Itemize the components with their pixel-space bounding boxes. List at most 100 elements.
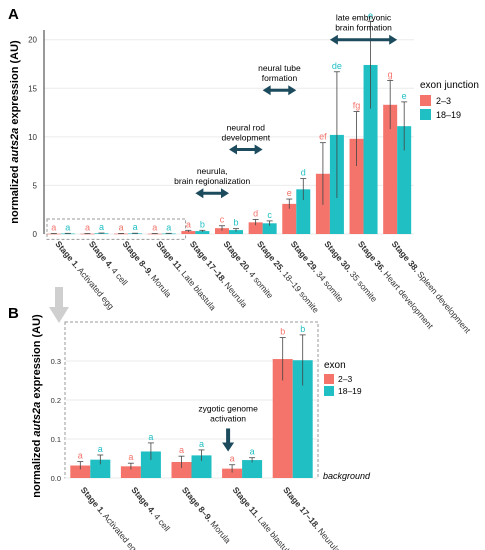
annotation-a-3-line-0: late embryonic bbox=[336, 13, 392, 23]
bar-a-s1-3 bbox=[161, 233, 176, 235]
dev-arrow-a-2-head-right bbox=[288, 85, 297, 96]
y-tick-label-b-1: 0.1 bbox=[51, 435, 61, 444]
sig-letter-a-s1-1: a bbox=[99, 222, 104, 232]
bar-a-s0-7 bbox=[282, 203, 297, 234]
sig-letter-b-s1-3: a bbox=[250, 447, 255, 457]
y-tick-label-b-3: 0.3 bbox=[51, 357, 61, 366]
dashed-box-a bbox=[46, 218, 187, 240]
annotation-a-1-line-0: neural rod bbox=[227, 122, 266, 132]
bar-b-s0-2 bbox=[171, 462, 192, 478]
annotation-a-0-line-1: brain regionalization bbox=[174, 176, 250, 186]
y-tick-label-b-0: 0.0 bbox=[51, 474, 61, 483]
sig-letter-a-s1-4: b bbox=[200, 219, 205, 229]
legend-title-b: exon bbox=[324, 360, 346, 371]
annotation-b-line-1: activation bbox=[210, 413, 246, 423]
legend-swatch-b-1 bbox=[324, 386, 334, 396]
sig-letter-a-s0-9: fg bbox=[353, 101, 361, 111]
dev-arrow-a-3-head-right bbox=[389, 34, 398, 45]
bar-a-s1-7 bbox=[296, 189, 311, 234]
annotation-a-0-line-0: neurula, bbox=[197, 166, 228, 176]
x-tick-label-a-4: Stage 17–18. Neurula bbox=[188, 239, 250, 310]
bar-b-s0-3 bbox=[222, 468, 243, 478]
y-tick-label-a-3: 15 bbox=[28, 84, 37, 93]
legend-label-a-0: 2–3 bbox=[436, 96, 451, 106]
sig-letter-a-s1-3: a bbox=[166, 222, 171, 232]
x-tick-label-a-3: Stage 11. Late blastula bbox=[154, 239, 218, 313]
bar-a-s0-5 bbox=[215, 228, 229, 234]
bar-a-s0-10 bbox=[383, 104, 398, 234]
legend-swatch-a-0 bbox=[420, 95, 431, 106]
bar-a-s0-2 bbox=[114, 233, 129, 235]
y-axis-label-a: normalized auts2a expression (AU) bbox=[9, 40, 21, 224]
bar-a-s0-1 bbox=[80, 233, 95, 235]
bar-a-s1-5 bbox=[229, 230, 243, 234]
sig-letter-a-s0-0: a bbox=[51, 223, 56, 233]
bar-b-s0-1 bbox=[120, 466, 141, 478]
sig-letter-a-s0-7: e bbox=[287, 188, 292, 198]
chart-b: 0.0 0.1 0.2 0.3 normalized auts2a expression… bbox=[31, 314, 371, 550]
down-arrow-head bbox=[49, 307, 69, 323]
bar-a-s1-4 bbox=[195, 231, 210, 234]
annotation-a-1-line-1: development bbox=[221, 132, 270, 142]
bar-a-s1-2 bbox=[128, 233, 143, 235]
sig-letter-a-s0-10: g bbox=[388, 70, 393, 80]
y-tick-label-a-1: 5 bbox=[33, 181, 38, 190]
y-tick-label-b-2: 0.2 bbox=[51, 396, 61, 405]
sig-letter-a-s1-5: b bbox=[233, 218, 238, 228]
y-axis-label-b: normalized auts2a expression (AU) bbox=[31, 314, 43, 498]
bar-b-s1-2 bbox=[191, 455, 212, 478]
y-tick-label-a-4: 20 bbox=[28, 36, 37, 45]
sig-letter-b-s1-2: a bbox=[199, 439, 204, 449]
legend-title-a: exon junction bbox=[420, 80, 479, 91]
legend-label-b-1: 18–19 bbox=[338, 386, 362, 396]
bar-a-s0-9 bbox=[349, 138, 364, 234]
bar-a-s1-10 bbox=[397, 126, 412, 234]
sig-letter-a-s0-5: c bbox=[220, 215, 225, 225]
panel-label-b: B bbox=[8, 305, 19, 322]
bar-b-s1-4 bbox=[292, 360, 313, 478]
bar-b-s1-1 bbox=[140, 451, 161, 478]
sig-letter-b-s0-1: a bbox=[128, 452, 133, 462]
dev-arrow-a-2-head-left bbox=[262, 85, 271, 96]
x-tick-label-b-2: Stage 8–9. Morula bbox=[180, 485, 233, 546]
annotation-a-3-line-1: brain formation bbox=[335, 23, 392, 33]
panel-label-a: A bbox=[8, 6, 19, 23]
sig-letter-a-s1-0: a bbox=[65, 222, 70, 232]
legend-label-b-0: 2–3 bbox=[338, 374, 352, 384]
sig-letter-b-s0-2: a bbox=[179, 445, 184, 455]
sig-letter-b-s1-4: b bbox=[300, 324, 305, 334]
dev-arrow-a-3-head-left bbox=[329, 34, 338, 45]
dev-arrow-a-1-head-left bbox=[229, 144, 237, 155]
zga-arrow-shaft bbox=[226, 428, 231, 445]
bar-b-s0-0 bbox=[70, 465, 91, 478]
bar-a-s0-4 bbox=[181, 231, 196, 234]
sig-letter-a-s1-8: de bbox=[332, 61, 342, 71]
x-tick-label-b-4: Stage 17–18. Neurula bbox=[281, 485, 343, 550]
sig-letter-a-s0-3: a bbox=[152, 223, 157, 233]
legend-swatch-b-0 bbox=[324, 374, 334, 384]
x-tick-label-a-6: Stage 25. 18–19 somite bbox=[255, 239, 321, 315]
sig-letter-b-s0-4: b bbox=[280, 327, 285, 337]
sig-letter-a-s1-2: a bbox=[133, 222, 138, 232]
annotation-a-2-line-0: neural tube bbox=[258, 63, 301, 73]
bar-b-s1-3 bbox=[242, 460, 263, 478]
zga-arrow-head bbox=[222, 442, 235, 452]
bar-a-s1-9 bbox=[363, 64, 378, 234]
sig-letter-a-s0-2: a bbox=[119, 222, 124, 232]
bar-a-s0-6 bbox=[248, 222, 263, 234]
sig-letter-b-s1-1: a bbox=[148, 432, 153, 442]
sig-letter-a-s1-10: e bbox=[402, 91, 407, 101]
bar-a-s0-3 bbox=[147, 233, 162, 235]
sig-letter-b-s0-0: a bbox=[78, 451, 83, 461]
sig-letter-a-s0-1: a bbox=[85, 223, 90, 233]
sig-letter-a-s1-7: d bbox=[301, 168, 306, 178]
sig-letter-a-s1-9: e bbox=[368, 10, 373, 20]
y-tick-label-a-0: 0 bbox=[33, 230, 38, 239]
bar-b-s0-4 bbox=[272, 359, 293, 478]
legend-swatch-a-1 bbox=[420, 109, 431, 120]
bar-a-s1-6 bbox=[262, 223, 277, 234]
annotation-b-line-0: zygotic genome bbox=[198, 403, 258, 413]
sig-letter-a-s0-4: a bbox=[186, 219, 191, 229]
background-label: background bbox=[323, 471, 371, 481]
